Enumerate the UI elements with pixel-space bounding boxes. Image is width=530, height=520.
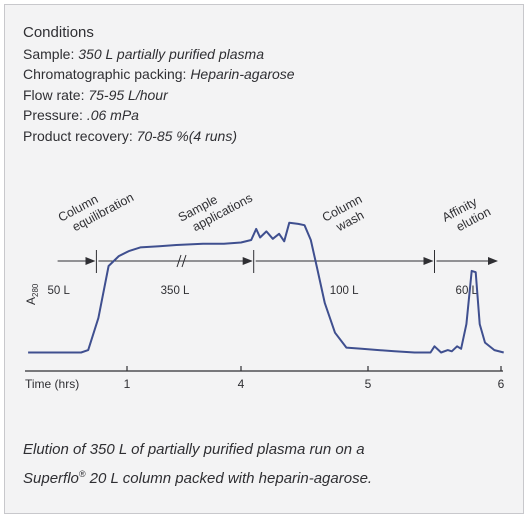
phase-name: Columnwash [320, 192, 372, 238]
condition-row-recovery: Product recovery: 70-85 %(4 runs) [23, 126, 295, 147]
condition-row-sample: Sample: 350 L partially purified plasma [23, 44, 295, 65]
x-tick-label: 5 [365, 377, 372, 391]
y-axis-label-sub: 280 [31, 283, 40, 297]
x-axis-label: Time (hrs) [25, 377, 79, 391]
x-tick-label: 1 [124, 377, 131, 391]
condition-label: Pressure: [23, 107, 87, 123]
phase-volume-label: 60 L [456, 285, 479, 297]
absorbance-trace [28, 221, 504, 354]
condition-value: 75-95 L/hour [88, 86, 168, 103]
condition-label: Sample: [23, 45, 79, 62]
figure-caption: Elution of 350 L of partially purified p… [23, 438, 513, 491]
figure-panel: Conditions Sample: 350 L partially purif… [4, 4, 524, 514]
phase-volume-label: 350 L [161, 285, 190, 297]
caption-line-1: Elution of 350 L of partially purified p… [23, 441, 365, 458]
conditions-block: Conditions Sample: 350 L partially purif… [23, 23, 295, 146]
condition-row-packing: Chromatographic packing: Heparin-agarose [23, 64, 295, 85]
condition-value: 350 L partially purified plasma [78, 45, 264, 62]
condition-value: 70-85 %(4 runs) [136, 127, 237, 144]
chromatogram-chart: 1 4 5 6 Time (hrs) A280 50 L Columnequilibratio… [24, 177, 505, 391]
registered-mark: ® [78, 469, 86, 479]
phase-name: Affinityelution [440, 191, 493, 238]
conditions-title: Conditions [23, 24, 94, 41]
phase-volume-label: 50 L [47, 285, 70, 297]
caption-line-2: 20 L column packed with heparin-agarose. [85, 470, 373, 487]
phase-name: Columnequilibration [56, 177, 136, 238]
condition-row-pressure: Pressure: .06 mPa [23, 105, 295, 126]
condition-label: Chromatographic packing: [23, 66, 191, 82]
x-tick-label: 4 [238, 377, 245, 391]
phase-volume-label: 100 L [330, 285, 359, 297]
caption-brand: Superflo [23, 470, 79, 487]
condition-value: .06 mPa [86, 107, 139, 123]
phase-name: Sampleapplications [176, 178, 255, 238]
y-axis-label-main: A [24, 297, 38, 305]
condition-label: Product recovery: [23, 127, 137, 144]
y-axis-label: A280 [24, 283, 40, 305]
axis-break-mark [176, 254, 187, 268]
condition-row-flow-rate: Flow rate: 75-95 L/hour [23, 85, 295, 106]
condition-value: Heparin-agarose [190, 66, 295, 82]
condition-label: Flow rate: [23, 86, 89, 103]
x-tick-label: 6 [498, 377, 505, 391]
